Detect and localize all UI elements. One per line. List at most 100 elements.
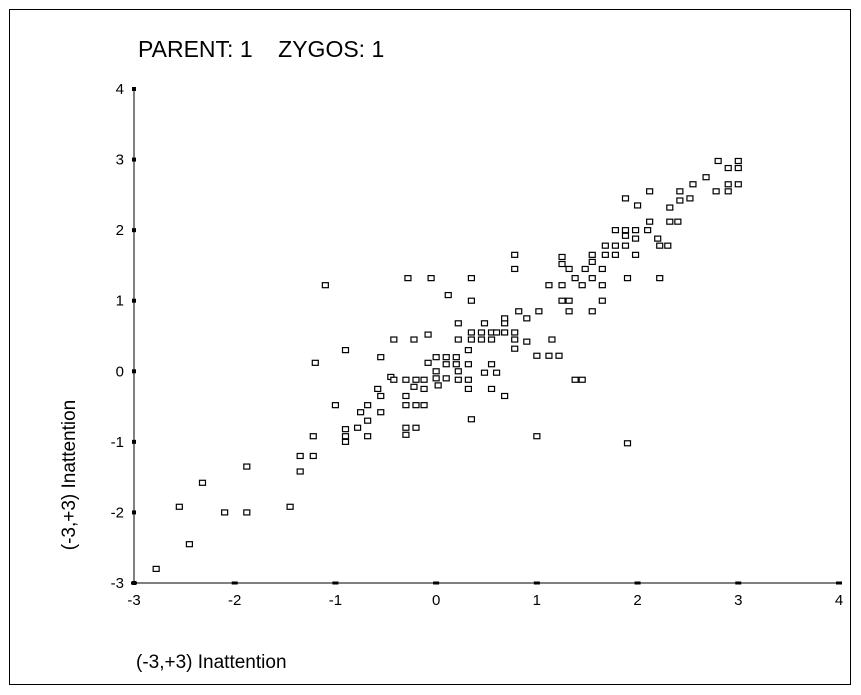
scatter-point <box>442 361 450 368</box>
scatter-point <box>631 235 640 242</box>
scatter-point <box>467 336 475 343</box>
scatter-point <box>712 188 720 195</box>
scatter-point <box>734 157 742 165</box>
scatter-point <box>432 354 440 361</box>
scatter-point <box>631 227 640 234</box>
scatter-point <box>410 383 418 390</box>
x-tick-label: 1 <box>533 592 541 609</box>
scatter-point <box>434 382 442 389</box>
scatter-point <box>598 282 606 289</box>
scatter-point <box>545 352 553 359</box>
scatter-point <box>185 541 193 548</box>
y-axis-label: (-3,+3) Inattention <box>59 399 80 551</box>
scatter-point <box>611 251 620 258</box>
scatter-point <box>676 188 684 195</box>
chart-title: PARENT: 1 ZYGOS: 1 <box>138 36 385 62</box>
scatter-point <box>377 354 385 361</box>
scatter-point <box>467 416 475 423</box>
scatter-point <box>571 376 579 383</box>
scatter-point <box>535 308 543 315</box>
scatter-point <box>412 424 420 431</box>
scatter-point <box>331 402 340 409</box>
scatter-point <box>454 376 462 383</box>
scatter-point <box>420 385 428 393</box>
scatter-point <box>511 329 519 336</box>
scatter-point <box>501 320 509 327</box>
scatter-point <box>666 204 674 211</box>
scatter-point <box>402 402 410 409</box>
scatter-point <box>402 424 410 431</box>
scatter-point <box>198 479 207 486</box>
scatter-point <box>424 359 432 366</box>
scatter-point <box>588 251 596 258</box>
scatter-point <box>565 297 573 304</box>
scatter-point <box>152 565 160 572</box>
scatter-point <box>454 320 462 327</box>
scatter-point <box>666 218 674 225</box>
scatter-point <box>444 291 452 299</box>
scatter-point <box>487 336 496 343</box>
scatter-point <box>558 297 566 304</box>
scatter-point <box>286 503 294 510</box>
scatter-point <box>623 275 632 282</box>
scatter-point <box>515 308 523 315</box>
y-tick-label: 0 <box>116 363 124 380</box>
scatter-point <box>321 282 329 289</box>
scatter-point <box>464 361 472 368</box>
y-tick-label: 3 <box>116 152 124 169</box>
data-points <box>152 157 742 572</box>
scatter-point <box>558 253 566 261</box>
scatter-point <box>621 227 630 234</box>
scatter-point <box>533 352 541 359</box>
x-tick-label: -1 <box>329 592 342 609</box>
scatter-point <box>578 376 586 383</box>
x-tick-label: 3 <box>734 592 742 609</box>
scatter-point <box>644 227 652 234</box>
scatter-point <box>420 402 428 409</box>
scatter-point <box>467 275 475 282</box>
scatter-point <box>341 347 350 354</box>
scatter-point <box>390 376 398 383</box>
scatter-point <box>341 426 350 433</box>
scatter-point <box>598 297 606 304</box>
scatter-point <box>309 452 317 460</box>
scatter-point <box>464 376 472 383</box>
scatter-point <box>656 275 664 282</box>
scatter-point <box>621 232 630 239</box>
scatter-point <box>402 376 410 383</box>
scatter-point <box>581 265 589 273</box>
scatter-point <box>364 433 372 440</box>
scatter-point <box>402 431 410 438</box>
scatter-point <box>565 265 573 273</box>
scatter-point <box>702 174 710 181</box>
chart-frame <box>9 9 851 685</box>
scatter-point <box>656 242 664 249</box>
scatter-point <box>374 385 382 393</box>
scatter-point <box>492 329 501 336</box>
scatter-point <box>467 297 475 304</box>
x-axis-label: (-3,+3) Inattention <box>136 652 287 673</box>
scatter-point <box>501 392 509 400</box>
scatter-point <box>571 275 579 282</box>
scatter-point <box>480 320 489 327</box>
x-tick-label: 0 <box>432 592 440 609</box>
y-tick-label: -2 <box>111 504 124 521</box>
scatter-point <box>724 181 732 188</box>
scatter-point <box>364 417 372 424</box>
y-tick-label: -3 <box>111 575 124 592</box>
scatter-point <box>686 195 694 202</box>
scatter-point <box>487 385 496 393</box>
scatter-point <box>390 336 398 343</box>
scatter-point <box>454 368 462 375</box>
scatter-point <box>689 181 697 188</box>
scatter-point <box>410 336 418 343</box>
scatter-point <box>611 227 620 234</box>
scatter-point <box>523 315 531 322</box>
scatter-point <box>588 258 596 265</box>
scatter-point <box>477 336 486 343</box>
scatter-point <box>664 242 672 249</box>
scatter-point <box>296 452 304 460</box>
scatter-point <box>548 336 556 343</box>
scatter-point <box>442 354 450 361</box>
